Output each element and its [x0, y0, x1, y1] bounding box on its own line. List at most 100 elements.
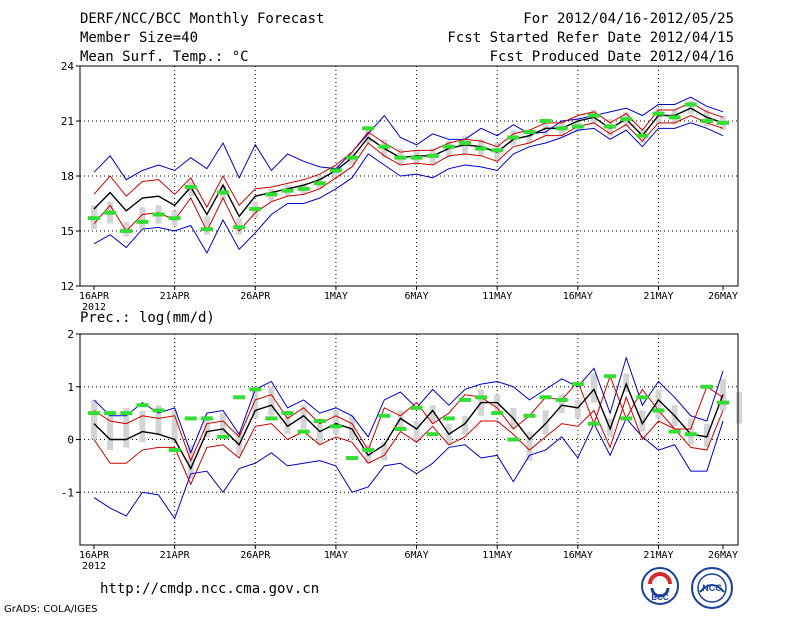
observation-marker — [620, 117, 633, 122]
panel-1: 12 15 18 21 24 16APR 21APR 26APR 1MAY 6MAY 11MAY 16… — [61, 60, 739, 313]
observation-marker — [475, 395, 488, 400]
min-line — [93, 417, 724, 520]
ensemble-box — [703, 110, 710, 127]
observation-marker — [346, 155, 359, 160]
ensemble-box — [203, 415, 210, 437]
observation-marker — [668, 429, 681, 434]
member-size-label: Member Size=40 — [80, 30, 199, 46]
ensemble-box — [542, 119, 549, 136]
observation-marker — [523, 413, 536, 418]
observation-marker — [539, 119, 552, 123]
y-tick-label: 24 — [61, 60, 75, 73]
max-line — [93, 356, 724, 455]
ensemble-box — [252, 386, 259, 419]
ensemble-box — [203, 216, 210, 235]
observation-marker — [555, 397, 568, 402]
observation-marker — [168, 448, 181, 453]
ensemble-box — [139, 410, 146, 443]
observation-marker — [652, 408, 665, 413]
observation-marker — [281, 188, 294, 193]
ensemble-box — [300, 405, 307, 429]
observation-marker — [491, 411, 504, 416]
observation-marker — [120, 411, 133, 416]
svg-text:BCC: BCC — [651, 593, 669, 602]
ensemble-box — [123, 407, 130, 448]
observation-marker — [200, 416, 213, 421]
observation-marker — [184, 185, 197, 189]
observation-marker — [684, 432, 697, 437]
x-tick-label: 11MAY — [482, 550, 512, 561]
x-tick-label: 16MAY — [563, 291, 593, 302]
observation-marker — [587, 113, 600, 118]
ensemble-box — [332, 410, 339, 435]
x-tick-label: 1MAY — [324, 550, 348, 561]
y-tick-label: 0 — [67, 434, 74, 447]
y-tick-label: 21 — [61, 115, 74, 128]
x-tick-label: 21MAY — [643, 291, 673, 302]
y-tick-label: 2 — [67, 328, 74, 341]
ensemble-box — [91, 399, 97, 440]
x-tick-label: 16APR — [79, 291, 110, 302]
ensemble-box — [445, 141, 452, 158]
p10-line — [93, 114, 724, 233]
x-tick-label: 26MAY — [708, 550, 738, 561]
grads-credit: GrADS: COLA/IGES — [4, 604, 98, 615]
y-tick-label: 1 — [67, 381, 74, 394]
ensemble-box — [720, 378, 726, 411]
ensemble-box — [526, 431, 533, 461]
observation-marker — [458, 397, 471, 402]
observation-marker — [120, 229, 133, 233]
observation-marker — [362, 126, 375, 131]
observation-marker — [394, 426, 407, 431]
min-line — [93, 122, 724, 255]
x-tick-label: 6MAY — [405, 550, 429, 561]
y-tick-label: 18 — [61, 170, 74, 183]
observation-marker — [394, 155, 407, 160]
observation-marker — [604, 374, 617, 379]
variable-label: Mean Surf. Temp.: °C — [80, 49, 249, 65]
y-tick-label: 15 — [61, 225, 74, 238]
ensemble-box — [687, 100, 694, 114]
mean-line — [93, 382, 724, 471]
observation-marker — [329, 168, 342, 173]
ensemble-box — [429, 405, 436, 424]
observation-marker — [587, 421, 600, 426]
observation-marker — [88, 411, 100, 416]
observation-marker — [571, 124, 584, 129]
x-tick-label: 21APR — [160, 291, 191, 302]
observation-marker — [104, 210, 117, 215]
ensemble-box — [590, 373, 597, 403]
ensemble-box — [639, 410, 646, 432]
observation-marker — [265, 416, 278, 421]
observation-marker — [652, 111, 665, 116]
x-tick-label: 26MAY — [708, 291, 738, 302]
x-tick-label: 26APR — [240, 550, 271, 561]
observation-marker — [636, 133, 649, 138]
source-url[interactable]: http://cmdp.ncc.cma.gov.cn — [100, 581, 320, 597]
observation-marker — [491, 148, 504, 153]
chart-title: DERF/NCC/BCC Monthly Forecast — [80, 11, 325, 27]
observation-marker — [717, 120, 729, 125]
observation-marker — [475, 146, 488, 151]
observation-marker — [636, 395, 649, 400]
observation-marker — [523, 130, 536, 134]
refer-date: Fcst Started Refer Date 2012/04/15 — [447, 30, 734, 46]
forecast-period: For 2012/04/16-2012/05/25 — [523, 11, 734, 27]
ensemble-box — [494, 394, 501, 414]
p90-line — [93, 374, 724, 462]
observation-marker — [700, 384, 713, 389]
observation-marker — [442, 416, 455, 421]
x-tick-label: 6MAY — [405, 291, 429, 302]
p90-line — [93, 102, 724, 209]
observation-marker — [346, 455, 359, 460]
observation-marker — [362, 448, 375, 453]
observation-marker — [426, 153, 439, 158]
panel-2: -1 0 1 2 16APR 21APR 26APR 1MAY 6MAY 11MAY 16MAY 21… — [61, 310, 743, 572]
x-tick-label: 11MAY — [482, 291, 512, 302]
max-line — [93, 96, 724, 181]
x-tick-label: 16APR — [79, 550, 110, 561]
y-tick-label: 12 — [61, 280, 74, 293]
x-tick-label: 21APR — [160, 550, 191, 561]
observation-marker — [233, 225, 246, 230]
observation-marker — [200, 227, 213, 232]
